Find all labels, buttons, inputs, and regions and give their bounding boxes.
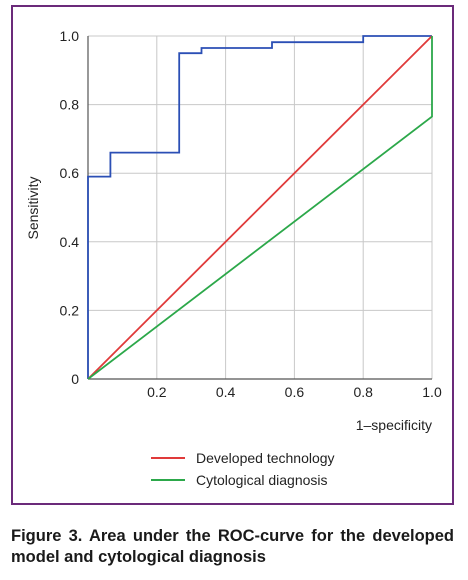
legend-label-cytological-diagnosis: Cytological diagnosis [196, 472, 328, 488]
x-tick-label-4: 1.0 [422, 384, 442, 400]
tick-labels: 0.2 0.4 0.6 0.8 1.0 0 0.2 0.4 0.6 0.8 1.0 [60, 28, 442, 400]
roc-chart: 0.2 0.4 0.6 0.8 1.0 0 0.2 0.4 0.6 0.8 1.0 Sensitiv… [25, 28, 442, 488]
y-tick-label-5: 1.0 [60, 28, 80, 44]
x-tick-label-2: 0.6 [285, 384, 305, 400]
series-lines [87, 35, 433, 380]
figure-frame [11, 5, 454, 505]
x-tick-label-3: 0.8 [353, 384, 373, 400]
y-tick-label-4: 0.8 [60, 97, 80, 113]
legend: Developed technology Cytological diagnosi… [151, 450, 335, 488]
x-tick-label-1: 0.4 [216, 384, 236, 400]
series-line-developed-technology [87, 35, 433, 380]
y-tick-label-0: 0 [71, 371, 79, 387]
series-line-developed-model [87, 35, 432, 379]
x-tick-label-0: 0.2 [147, 384, 167, 400]
series-line-cytological-diagnosis [87, 36, 433, 380]
figure-caption: Figure 3. Area under the ROC-curve for t… [11, 527, 454, 566]
y-axis-label: Sensitivity [25, 176, 41, 239]
x-axis-label: 1–specificity [356, 417, 432, 433]
y-tick-label-1: 0.2 [60, 302, 80, 318]
y-tick-label-3: 0.6 [60, 165, 80, 181]
legend-label-developed-technology: Developed technology [196, 450, 335, 466]
y-tick-label-2: 0.4 [60, 234, 80, 250]
